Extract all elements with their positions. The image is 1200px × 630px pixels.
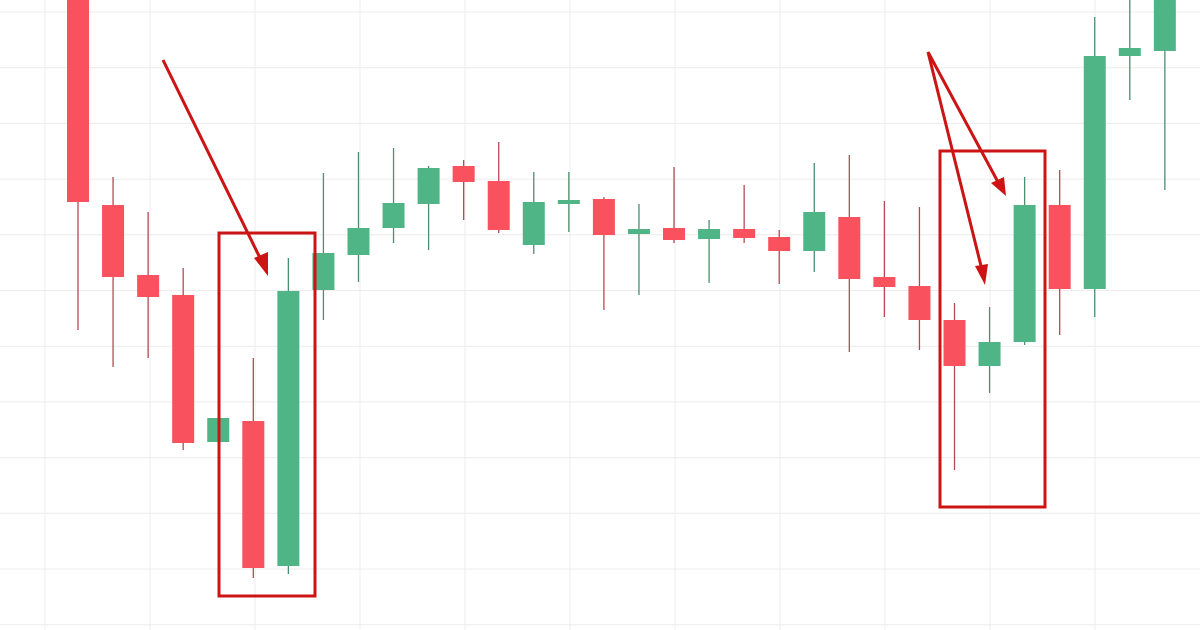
candle-bullish	[347, 152, 370, 282]
candle-body	[382, 203, 405, 228]
candle-body	[838, 217, 861, 279]
candle-body	[452, 166, 475, 182]
candle-body	[172, 295, 195, 443]
candle-bullish	[1153, 0, 1176, 190]
candle-body	[698, 229, 721, 239]
candle-bearish	[242, 358, 265, 578]
candle-body	[733, 229, 756, 238]
candle-bearish	[67, 0, 89, 330]
candle-body	[908, 286, 931, 320]
candle-bearish	[102, 177, 125, 367]
candle-bearish	[943, 303, 966, 470]
candle-bullish	[1083, 17, 1106, 317]
candle-bearish	[172, 268, 195, 450]
candle-bullish	[978, 307, 1001, 393]
candle-bullish	[522, 172, 545, 254]
candle-bullish	[277, 258, 300, 574]
candle-body	[768, 237, 791, 251]
annotations	[161, 51, 1047, 598]
candle-body	[978, 342, 1001, 366]
candle-body	[803, 212, 826, 251]
candle-body	[67, 0, 89, 202]
candle-bearish	[452, 160, 475, 220]
candle-body	[627, 229, 650, 234]
candle-bullish	[803, 163, 826, 272]
candle-body	[487, 181, 510, 230]
candle-body	[1153, 0, 1176, 51]
candle-body	[592, 199, 615, 235]
candle-body	[347, 228, 370, 255]
candle-body	[557, 200, 580, 204]
candle-bullish	[557, 172, 580, 232]
arrow-right-upper	[926, 51, 1006, 196]
candle-body	[137, 275, 160, 297]
candle-bullish	[1013, 177, 1036, 345]
candle-bearish	[908, 207, 931, 350]
candle-body	[1048, 205, 1071, 289]
candle-bullish	[417, 166, 440, 250]
arrow-right-lower	[926, 51, 988, 285]
candle-bullish	[698, 220, 721, 283]
candle-bullish	[382, 148, 405, 243]
candle-body	[417, 168, 440, 204]
candle-body	[242, 421, 265, 568]
highlight-box-right	[938, 149, 1047, 509]
candle-body	[873, 277, 896, 287]
candle-body	[522, 202, 545, 245]
candle-body	[1013, 205, 1036, 342]
highlight-box-left	[217, 231, 317, 598]
candle-body	[1118, 48, 1141, 56]
candle-bearish	[838, 155, 861, 352]
candle-body	[312, 253, 335, 290]
candle-bullish	[1118, 0, 1141, 100]
candle-bearish	[663, 167, 686, 243]
arrow-left	[161, 59, 268, 276]
candle-bearish	[873, 201, 896, 317]
candle-bearish	[733, 185, 756, 243]
candle-body	[277, 291, 300, 566]
candle-bearish	[592, 197, 615, 310]
candle-bullish	[627, 204, 650, 295]
candle-bearish	[1048, 170, 1071, 335]
candle-body	[1083, 56, 1106, 289]
candle-bullish	[312, 173, 335, 320]
candles	[67, 0, 1176, 578]
candle-bearish	[137, 212, 160, 358]
candle-bearish	[768, 230, 791, 284]
candle-bearish	[487, 142, 510, 233]
candle-body	[663, 228, 686, 240]
candle-body	[943, 320, 966, 366]
candle-body	[102, 205, 125, 277]
